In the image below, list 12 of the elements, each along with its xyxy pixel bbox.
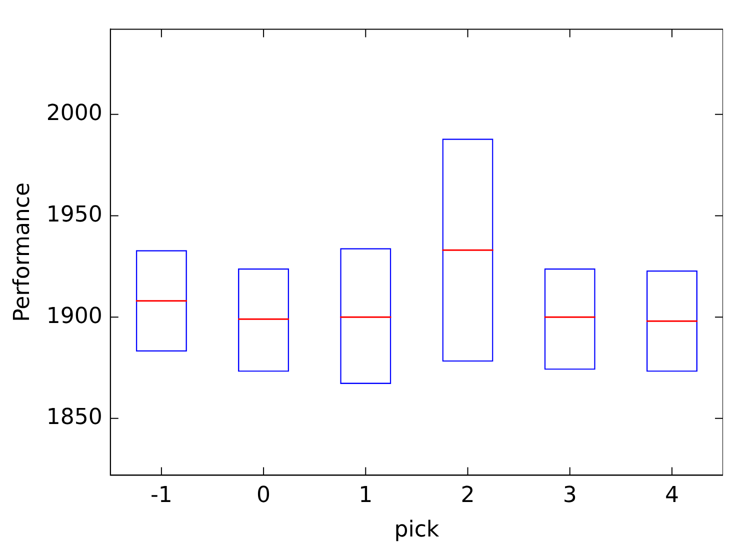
x-tick-label: 2 <box>460 483 475 508</box>
y-tick-label: 1900 <box>46 304 102 329</box>
y-tick-label: 1850 <box>46 405 102 430</box>
x-axis-title: pick <box>394 518 440 543</box>
x-tick-label: 3 <box>562 483 577 508</box>
x-tick-label: 0 <box>256 483 271 508</box>
x-tick-label: 1 <box>358 483 373 508</box>
x-tick-label: -1 <box>150 483 172 508</box>
y-tick-label: 2000 <box>46 101 102 126</box>
y-axis-title: Performance <box>10 182 35 322</box>
y-tick-label: 1950 <box>46 202 102 228</box>
x-tick-label: 4 <box>664 483 679 508</box>
